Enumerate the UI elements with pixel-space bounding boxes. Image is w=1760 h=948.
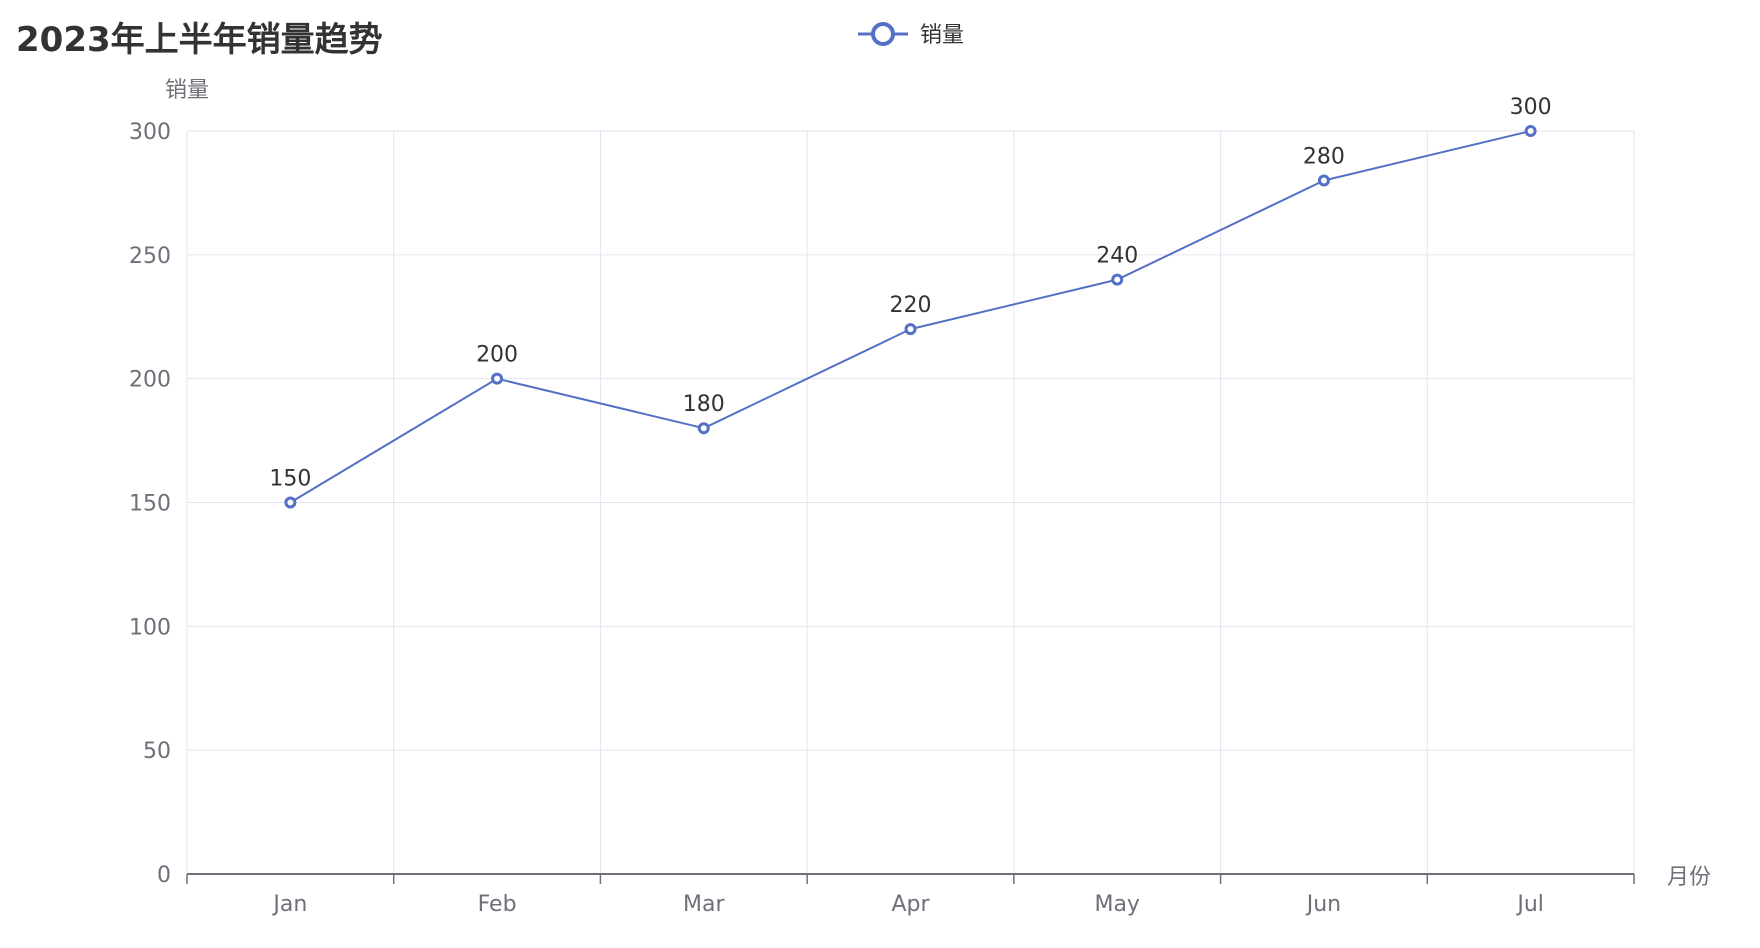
- data-point[interactable]: [904, 323, 917, 336]
- y-axis-title: 销量: [165, 78, 209, 103]
- data-point[interactable]: [1524, 125, 1537, 137]
- data-label: 180: [683, 392, 725, 417]
- data-label: 280: [1303, 145, 1345, 170]
- x-tick-label: Mar: [683, 892, 725, 917]
- y-tick-label: 300: [129, 120, 171, 145]
- grid: [186, 130, 1635, 874]
- data-point[interactable]: [697, 422, 710, 435]
- y-tick-label: 250: [129, 244, 171, 269]
- data-point[interactable]: [1111, 273, 1124, 286]
- data-point[interactable]: [284, 496, 297, 509]
- data-label: 220: [890, 293, 932, 318]
- data-label: 240: [1096, 244, 1138, 269]
- x-tick-label: May: [1094, 892, 1139, 917]
- x-tick-label: Jan: [271, 892, 307, 917]
- x-axis-title: 月份: [1667, 865, 1711, 890]
- x-tick-label: Jun: [1305, 892, 1341, 917]
- legend-label: 销量: [920, 23, 964, 48]
- legend[interactable]: 销量: [858, 22, 964, 48]
- data-points: [284, 125, 1537, 509]
- x-tick-label: Apr: [891, 892, 930, 917]
- chart-title: 2023年上半年销量趋势: [16, 20, 383, 60]
- data-labels: 150 200 180 220 240 280 300: [269, 95, 1551, 492]
- data-point[interactable]: [491, 372, 504, 385]
- legend-circle-icon: [871, 22, 895, 46]
- data-label: 200: [476, 343, 518, 368]
- data-label: 150: [269, 467, 311, 492]
- y-tick-label: 0: [157, 863, 171, 888]
- data-point[interactable]: [1317, 174, 1330, 187]
- y-tick-label: 150: [129, 492, 171, 517]
- x-tick-label: Feb: [478, 892, 517, 917]
- y-tick-label: 200: [129, 368, 171, 393]
- y-tick-label: 100: [129, 615, 171, 640]
- y-tick-label: 50: [143, 739, 171, 764]
- data-label: 300: [1510, 95, 1552, 120]
- axes: 0 50 100 150 200 250 300 Jan Feb Mar Apr May Jun Jul: [129, 120, 1635, 917]
- x-tick-label: Jul: [1515, 892, 1544, 917]
